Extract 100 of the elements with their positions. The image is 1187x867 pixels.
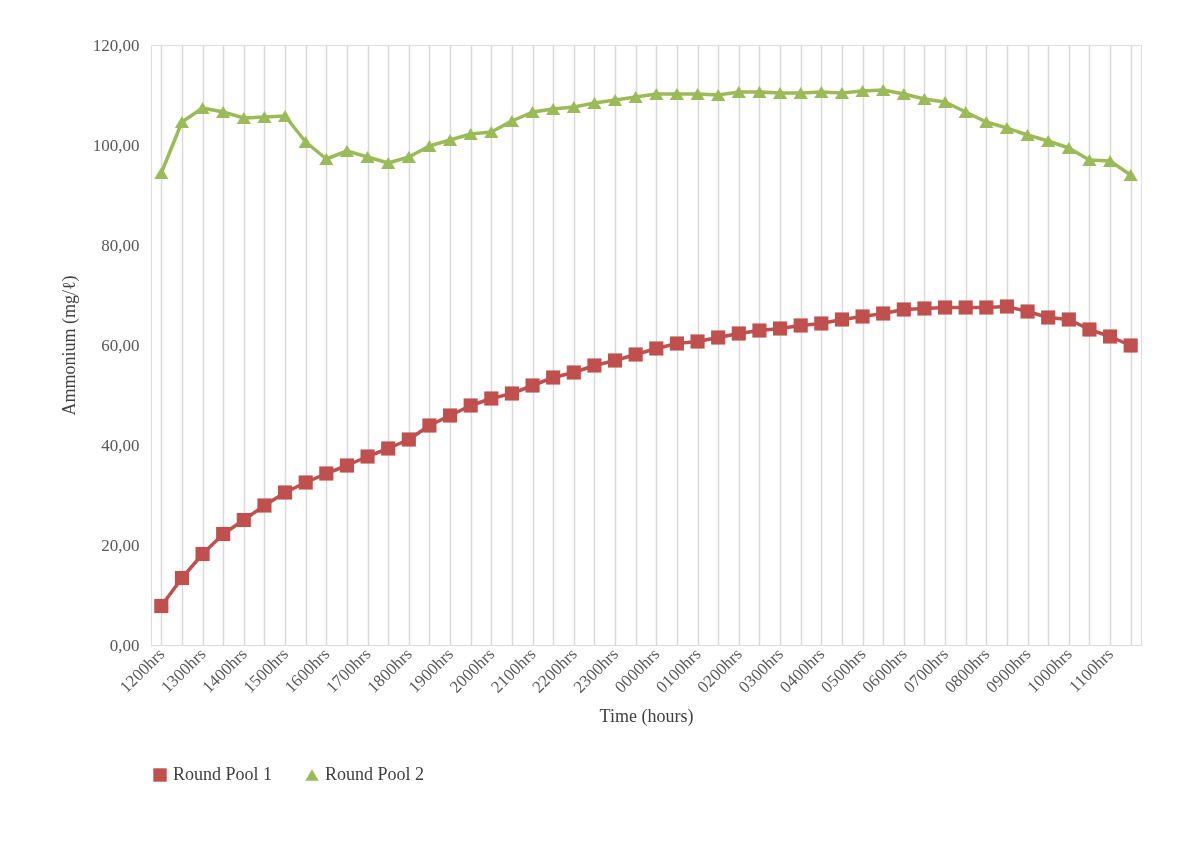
- legend-label: Round Pool 1: [173, 764, 273, 784]
- point: [649, 87, 664, 101]
- point: [917, 92, 932, 106]
- point: [587, 96, 602, 110]
- point: [566, 365, 581, 380]
- point: [277, 485, 293, 500]
- y-tick-label: 40,00: [101, 435, 140, 455]
- point: [525, 378, 540, 393]
- point: [360, 150, 375, 164]
- point: [277, 109, 293, 123]
- point: [834, 86, 850, 100]
- point: [319, 152, 334, 166]
- point: [876, 306, 891, 321]
- point: [236, 111, 251, 125]
- point: [711, 330, 726, 345]
- point: [896, 87, 911, 101]
- point: [793, 318, 808, 333]
- point: [1020, 304, 1035, 319]
- point: [442, 408, 458, 423]
- point: [814, 316, 829, 331]
- point: [298, 475, 313, 490]
- y-tick-label: 60,00: [101, 335, 140, 355]
- point: [711, 88, 726, 102]
- point: [422, 139, 437, 153]
- point: [1020, 128, 1035, 142]
- point: [504, 114, 520, 128]
- point: [463, 398, 478, 413]
- point: [628, 90, 643, 104]
- point: [1061, 312, 1076, 327]
- point: [401, 432, 416, 447]
- point: [731, 85, 746, 99]
- point: [752, 85, 767, 99]
- point: [195, 546, 210, 562]
- point: [587, 358, 602, 373]
- point: [195, 101, 210, 115]
- point: [1041, 310, 1056, 325]
- y-tick-label: 20,00: [101, 535, 140, 555]
- point: [607, 93, 623, 107]
- point: [669, 87, 685, 101]
- point: [607, 353, 623, 368]
- point: [814, 85, 829, 99]
- point: [958, 300, 973, 315]
- point: [381, 156, 396, 170]
- point: [504, 386, 520, 401]
- point: [154, 598, 169, 614]
- point: [1082, 153, 1097, 167]
- point: [174, 570, 190, 586]
- point: [937, 95, 953, 109]
- point: [1041, 134, 1056, 148]
- point: [690, 334, 705, 349]
- point: [834, 312, 850, 327]
- point: [1123, 338, 1138, 353]
- point: [1082, 322, 1097, 337]
- point: [1061, 141, 1076, 155]
- point: [525, 105, 540, 119]
- point: [257, 110, 272, 124]
- point: [154, 166, 169, 180]
- y-tick-label: 80,00: [101, 235, 140, 255]
- point: [979, 300, 994, 315]
- point: [772, 86, 788, 100]
- point: [1102, 329, 1118, 344]
- point: [896, 302, 911, 317]
- point: [216, 105, 231, 119]
- point: [958, 105, 973, 119]
- point: [339, 458, 355, 473]
- point: [752, 323, 767, 338]
- point: [422, 418, 437, 433]
- point: [360, 449, 375, 464]
- point: [381, 441, 396, 456]
- point: [628, 347, 643, 362]
- point: [999, 299, 1015, 314]
- point: [999, 121, 1015, 135]
- point: [442, 133, 458, 147]
- point: [484, 125, 499, 139]
- point: [855, 84, 870, 98]
- point: [917, 301, 932, 316]
- point: [401, 150, 416, 164]
- point: [855, 309, 870, 324]
- point: [690, 87, 705, 101]
- point: [174, 115, 190, 129]
- point: [546, 370, 561, 385]
- point: [937, 300, 953, 315]
- y-tick-label: 100,00: [92, 135, 140, 155]
- point: [731, 326, 746, 341]
- point: [649, 341, 664, 356]
- legend-label: Round Pool 2: [325, 764, 425, 784]
- point: [216, 526, 231, 542]
- x-axis-title: Time (hours): [599, 705, 694, 727]
- point: [1123, 168, 1138, 182]
- point: [236, 512, 251, 528]
- point: [772, 321, 788, 336]
- point: [876, 83, 891, 97]
- point: [669, 336, 685, 351]
- point: [546, 102, 561, 116]
- point: [463, 127, 478, 141]
- point: [319, 466, 334, 481]
- point: [793, 86, 808, 100]
- point: [1102, 154, 1118, 168]
- point: [257, 498, 272, 513]
- point: [298, 135, 313, 149]
